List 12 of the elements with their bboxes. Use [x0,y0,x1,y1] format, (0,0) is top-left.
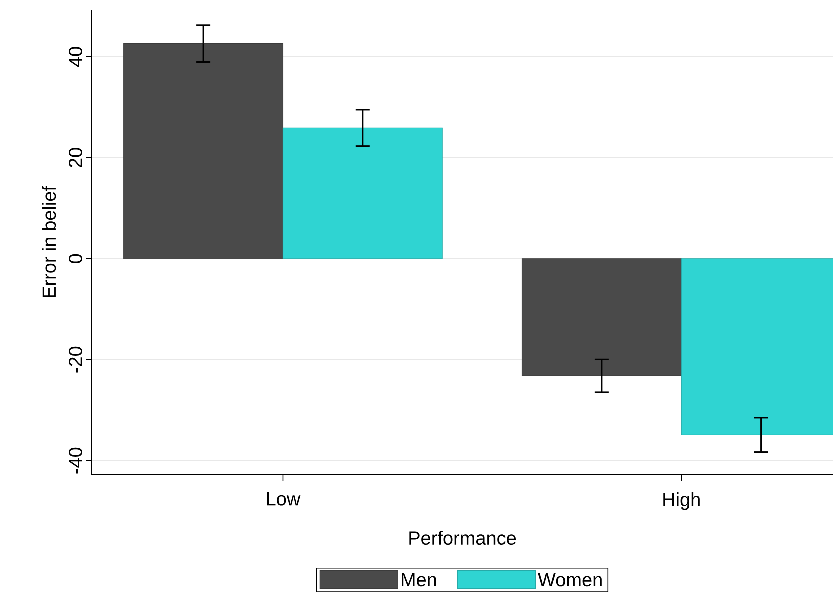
y-tick-label: -40 [69,448,82,474]
bar [124,44,284,260]
y-tick-label: -20 [69,346,82,373]
y-tick-label: 40 [69,47,82,68]
legend-label: Women [538,573,602,587]
legend-label: Men [402,573,436,587]
y-tick-label: 0 [69,254,82,264]
y-tick-label: 20 [69,148,82,168]
x-axis-title: Performance [410,531,516,546]
x-tick-label: Low [267,492,301,506]
x-tick-label: High [664,492,700,510]
y-axis-title: Error in belief [42,186,56,298]
